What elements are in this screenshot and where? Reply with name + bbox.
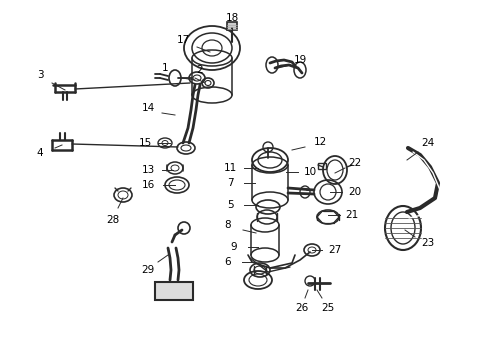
Text: 16: 16 xyxy=(141,180,154,190)
Text: 27: 27 xyxy=(328,245,341,255)
Text: 18: 18 xyxy=(225,13,238,23)
Text: 15: 15 xyxy=(138,138,151,148)
Text: 12: 12 xyxy=(313,137,326,147)
Text: 24: 24 xyxy=(421,138,434,148)
Bar xyxy=(317,163,325,169)
Text: 8: 8 xyxy=(224,220,231,230)
Bar xyxy=(155,282,193,300)
Text: 23: 23 xyxy=(421,238,434,248)
Text: 7: 7 xyxy=(226,178,233,188)
Text: 19: 19 xyxy=(293,55,306,65)
Text: 6: 6 xyxy=(224,257,231,267)
Text: 3: 3 xyxy=(37,70,43,80)
Text: 22: 22 xyxy=(347,158,361,168)
Text: 29: 29 xyxy=(141,265,154,275)
Text: 25: 25 xyxy=(321,303,334,313)
Text: 21: 21 xyxy=(345,210,358,220)
Text: 11: 11 xyxy=(223,163,236,173)
Text: 2: 2 xyxy=(196,65,203,75)
Text: 9: 9 xyxy=(230,242,237,252)
Text: 26: 26 xyxy=(295,303,308,313)
Text: 1: 1 xyxy=(162,63,168,73)
Text: 10: 10 xyxy=(303,167,316,177)
Text: 20: 20 xyxy=(348,187,361,197)
Text: 4: 4 xyxy=(37,148,43,158)
Text: 28: 28 xyxy=(106,215,120,225)
Text: 13: 13 xyxy=(141,165,154,175)
Text: 17: 17 xyxy=(176,35,189,45)
Bar xyxy=(226,22,237,30)
Text: 5: 5 xyxy=(226,200,233,210)
Text: 14: 14 xyxy=(141,103,154,113)
